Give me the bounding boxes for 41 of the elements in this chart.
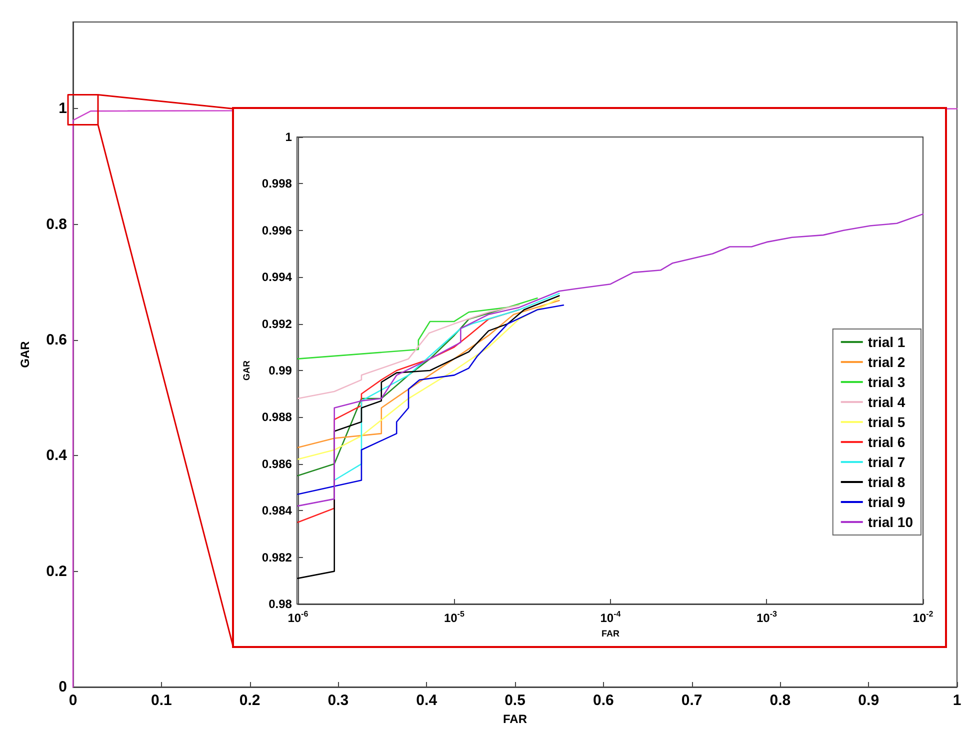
x-tick-label: 0.4 [416,692,438,709]
x-tick-label: 0.9 [858,692,880,709]
y-axis-title: GAR [18,340,32,368]
y-tick-label: 0.4 [46,447,68,464]
x-tick-label: 0.6 [592,692,614,709]
y-tick-label: 1 [285,130,292,144]
x-tick-label: 0.7 [681,692,702,709]
y-tick-label: 0.8 [46,216,67,233]
x-tick-label: 0.1 [150,692,172,709]
x-tick-label: 0.2 [239,692,260,709]
y-tick-label: 0.99 [268,364,292,378]
legend-label: trial 6 [868,434,906,450]
x-axis-title: FAR [601,628,620,638]
y-tick-label: 0.992 [262,316,292,331]
legend-label: trial 2 [868,354,906,370]
x-tick-label: 0.8 [770,692,791,709]
x-axis-title: FAR [503,712,528,726]
y-tick-label: 1 [58,100,67,118]
y-tick-label: 0.6 [46,332,67,349]
x-tick-label: 0.3 [328,692,349,709]
y-tick-label: 0 [58,678,67,696]
y-tick-label: 0.982 [262,550,292,564]
y-tick-label: 0.986 [262,456,292,471]
y-tick-label: 0.988 [262,410,292,424]
legend-label: trial 4 [868,394,906,410]
y-tick-label: 0.996 [262,223,292,238]
x-tick-label: 1 [952,692,962,709]
legend-label: trial 7 [868,454,906,470]
y-tick-label: 0.994 [262,270,292,284]
x-tick-label: 0.5 [504,692,526,709]
y-tick-label: 0.98 [268,597,292,611]
legend-label: trial 8 [868,474,906,490]
y-tick-label: 0.984 [262,504,292,518]
legend-label: trial 3 [868,374,906,390]
y-tick-label: 0.2 [46,562,67,580]
legend-label: trial 5 [868,414,906,430]
y-tick-label: 0.998 [262,176,292,191]
legend-label: trial 1 [868,334,906,350]
y-axis-title: GAR [242,360,252,380]
legend-label: trial 9 [868,494,906,510]
legend-label: trial 10 [868,514,914,530]
